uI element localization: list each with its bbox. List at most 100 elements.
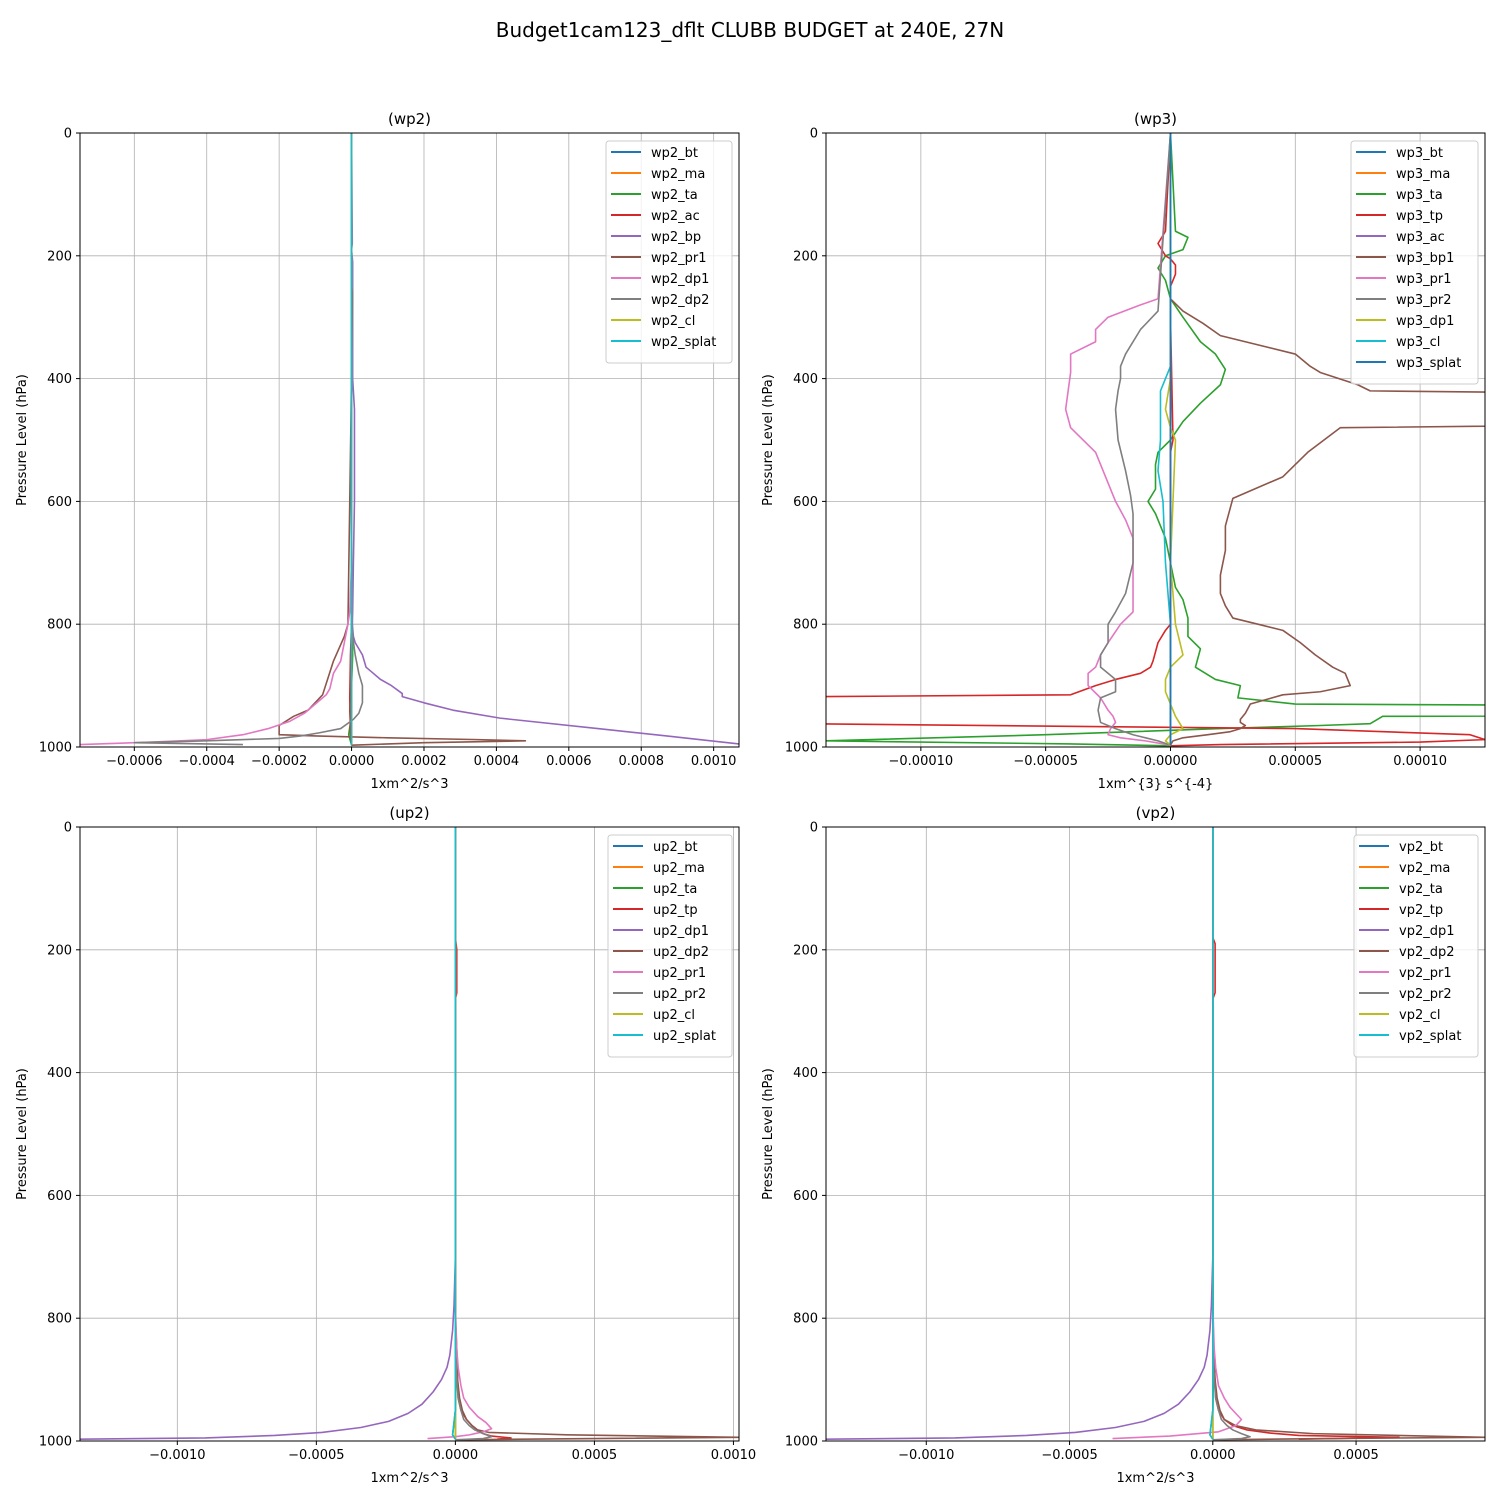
y-tick-label: 0 <box>810 821 818 836</box>
series-group <box>826 827 1485 1441</box>
legend-label: wp3_bt <box>1396 146 1443 161</box>
x-axis-label: 1xm^2/s^3 <box>370 1471 448 1486</box>
y-tick-label: 400 <box>793 1066 818 1081</box>
x-tick-label: −0.0004 <box>179 754 235 769</box>
series-line-wp3_ta <box>826 133 1485 747</box>
x-tick-label: 0.00005 <box>1268 754 1322 769</box>
x-tick-label: −0.0002 <box>251 754 307 769</box>
chart-panel: −0.00010 −0.00005 0.00000 0.00005 0.00010 0 20… <box>761 110 1486 792</box>
figure-title: Budget1cam123_dflt CLUBB BUDGET at 240E,… <box>496 18 1004 42</box>
x-axis-label: 1xm^2/s^3 <box>370 777 448 792</box>
legend-label: up2_splat <box>653 1029 716 1044</box>
axes-frame <box>825 132 1486 748</box>
y-tick-label: 600 <box>47 495 72 510</box>
y-tick-label: 800 <box>793 618 818 633</box>
legend-label: vp2_dp2 <box>1399 945 1455 960</box>
y-tick-label: 800 <box>793 1312 818 1327</box>
series-line-up2_dp1 <box>80 827 457 1440</box>
y-tick-label: 600 <box>793 1189 818 1204</box>
panels-container: −0.0006 −0.0004 −0.0002 0.0000 0.0002 0.0004 0… <box>15 110 1486 1486</box>
y-tick-label: 200 <box>793 943 818 958</box>
legend-label: up2_tp <box>653 903 698 918</box>
series-line-wp3_pr1 <box>1064 133 1172 746</box>
panel-title: (wp2) <box>388 110 431 128</box>
series-line-wp3_tp <box>826 133 1485 747</box>
legend-label: vp2_ta <box>1399 882 1443 897</box>
x-tick-label: 0.0002 <box>401 754 447 769</box>
legend-label: vp2_pr1 <box>1399 966 1452 981</box>
legend-box <box>1350 140 1479 385</box>
legend-label: wp3_splat <box>1396 356 1461 371</box>
x-tick-label: 0.0000 <box>329 754 375 769</box>
y-tick-label: 400 <box>47 1066 72 1081</box>
legend-label: wp3_dp1 <box>1396 314 1454 329</box>
y-tick-label: 1000 <box>39 741 72 756</box>
x-tick-label: −0.0010 <box>898 1448 954 1463</box>
legend-label: vp2_bt <box>1399 840 1443 855</box>
legend-label: wp2_cl <box>651 314 695 329</box>
series-line-wp2_bp <box>350 133 739 745</box>
chart-panel: −0.0010 −0.0005 0.0000 0.0005 0 200 400 600 800 1… <box>761 804 1486 1486</box>
legend-label: up2_ta <box>653 882 697 897</box>
panel-title: (wp3) <box>1134 110 1177 128</box>
y-tick-label: 1000 <box>785 1435 818 1450</box>
legend-label: vp2_cl <box>1399 1008 1440 1023</box>
chart-panel: −0.0010 −0.0005 0.0000 0.0005 0.0010 0 200 400 6… <box>15 804 756 1486</box>
x-tick-label: −0.0006 <box>106 754 162 769</box>
legend-label: vp2_splat <box>1399 1029 1461 1044</box>
x-axis-label: 1xm^{3} s^{-4} <box>1098 777 1214 792</box>
series-line-up2_pr2 <box>454 827 493 1441</box>
y-axis-label: Pressure Level (hPa) <box>15 374 30 506</box>
y-axis-label: Pressure Level (hPa) <box>15 1068 30 1200</box>
y-tick-label: 800 <box>47 1312 72 1327</box>
panel-title: (up2) <box>389 804 429 822</box>
x-tick-label: 0.0008 <box>618 754 664 769</box>
x-tick-label: −0.00005 <box>1013 754 1078 769</box>
x-tick-label: −0.00010 <box>889 754 954 769</box>
legend-label: up2_dp2 <box>653 945 709 960</box>
series-line-vp2_pr1 <box>1112 827 1243 1440</box>
x-tick-label: 0.0004 <box>474 754 520 769</box>
x-tick-label: 0.0005 <box>1333 1448 1379 1463</box>
legend-label: wp2_dp1 <box>651 272 709 287</box>
grid-lines <box>80 132 739 748</box>
x-tick-label: −0.0005 <box>1041 1448 1097 1463</box>
y-tick-label: 600 <box>47 1189 72 1204</box>
y-tick-label: 1000 <box>39 1435 72 1450</box>
series-line-wp3_pr2 <box>1097 133 1172 746</box>
chart-panel: −0.0006 −0.0004 −0.0002 0.0000 0.0002 0.0004 0… <box>15 110 740 792</box>
legend-label: up2_cl <box>653 1008 695 1023</box>
x-tick-label: 0.0000 <box>1190 1448 1236 1463</box>
axes-frame <box>825 826 1486 1442</box>
legend-label: wp3_ma <box>1396 167 1450 182</box>
y-tick-label: 0 <box>64 821 72 836</box>
legend-label: wp3_pr2 <box>1396 293 1452 308</box>
series-line-wp3_bp1 <box>1169 133 1485 746</box>
x-tick-label: 0.0010 <box>711 1448 757 1463</box>
x-tick-label: 0.0010 <box>691 754 737 769</box>
legend-label: up2_pr1 <box>653 966 706 981</box>
series-line-wp2_dp2 <box>133 133 364 746</box>
legend-label: up2_dp1 <box>653 924 709 939</box>
panel-title: (vp2) <box>1136 804 1176 822</box>
legend-label: vp2_ma <box>1399 861 1450 876</box>
y-tick-label: 0 <box>810 127 818 142</box>
legend-label: wp2_splat <box>651 335 716 350</box>
x-axis-label: 1xm^2/s^3 <box>1116 1471 1194 1486</box>
legend-label: wp3_cl <box>1396 335 1440 350</box>
y-tick-label: 1000 <box>785 741 818 756</box>
legend-label: wp3_ta <box>1396 188 1443 203</box>
x-tick-label: 0.0006 <box>546 754 592 769</box>
y-tick-label: 0 <box>64 127 72 142</box>
series-group <box>80 133 739 746</box>
legend-label: wp2_dp2 <box>651 293 709 308</box>
series-line-wp2_dp1 <box>80 133 353 746</box>
legend: up2_bt up2_ma up2_ta up2_tp up2_dp1 up2_dp2up… <box>607 834 733 1058</box>
series-group <box>80 827 739 1441</box>
legend-label: up2_bt <box>653 840 698 855</box>
series-line-vp2_splat <box>1209 827 1214 1440</box>
y-tick-label: 400 <box>793 372 818 387</box>
grid-lines <box>826 132 1485 748</box>
